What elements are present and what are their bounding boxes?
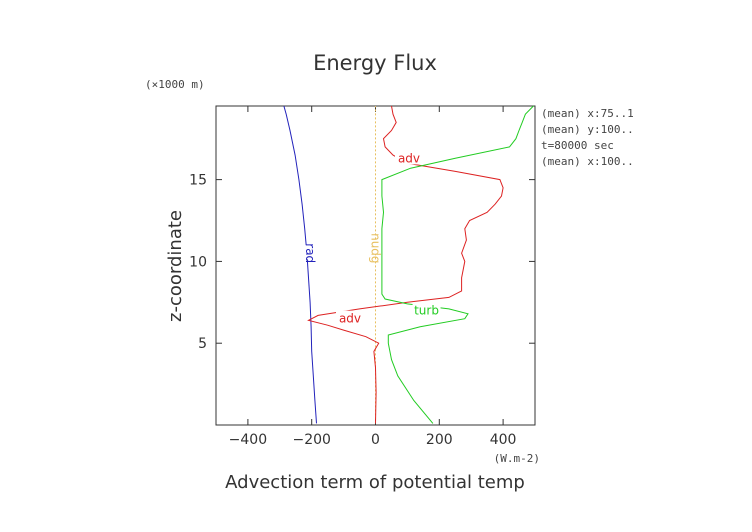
y-tick-label: 5 (198, 336, 207, 352)
y-unit-label: (×1000 m) (145, 78, 205, 91)
y-tick-label: 10 (189, 254, 207, 270)
series-label-rad: rad (303, 243, 317, 263)
series-layer: rad nudg adv adv turb (283, 105, 534, 424)
y-axis-label: z-coordinate (165, 210, 186, 322)
x-tick-label: −400 (229, 432, 267, 448)
y-tick-label: 15 (189, 173, 207, 189)
series-label-adv: adv (339, 312, 361, 326)
info-line-3: t=80000 sec (541, 139, 614, 152)
series-label-bg (394, 150, 423, 165)
axis-ticks: −400 −200 0 200 400 5 10 15 (189, 106, 535, 448)
info-line-2: (mean) y:100.. (541, 123, 634, 136)
series-line-turb (381, 105, 534, 424)
x-axis-label: Advection term of potential temp (225, 472, 525, 493)
series-label-nudg: nudg (369, 233, 383, 263)
series-label-bg (296, 245, 325, 260)
info-line-1: (mean) x:75..1 (541, 107, 634, 120)
series-line-adv (307, 105, 504, 424)
series-line-rad (283, 105, 317, 424)
info-box: (mean) x:75..1 (mean) y:100.. t=80000 se… (541, 107, 634, 168)
x-tick-label: 0 (371, 432, 380, 448)
x-tick-label: 200 (426, 432, 453, 448)
x-tick-label: −200 (292, 432, 330, 448)
series-label-bg (412, 302, 441, 317)
x-tick-label: 400 (490, 432, 517, 448)
series-label-bg (335, 310, 364, 325)
series-label-turb: turb (414, 303, 439, 317)
chart-title: Energy Flux (313, 51, 437, 75)
info-line-4: (mean) x:100.. (541, 155, 634, 168)
series-label-bg (361, 240, 390, 255)
x-unit-label: (W.m-2) (494, 452, 540, 465)
series-label-adv: adv (398, 151, 420, 165)
